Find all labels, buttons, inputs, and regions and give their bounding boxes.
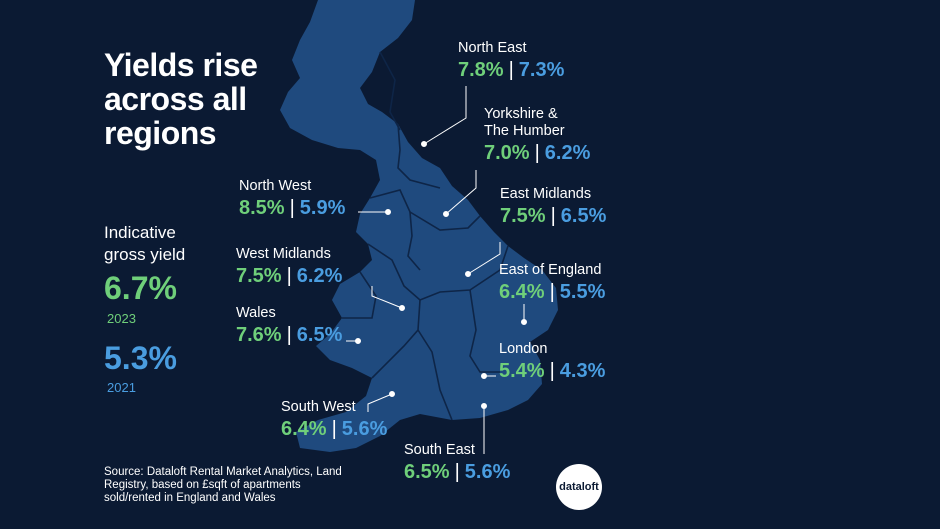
leader-east-of-england [521, 304, 527, 325]
leader-london [481, 373, 496, 379]
yield-2021: 6.5% [296, 324, 343, 346]
yield-2021: 5.6% [464, 461, 511, 483]
region-yorkshire-humber: Yorkshire & The Humber 7.0% | 6.2% [484, 106, 590, 166]
leader-west-midlands [371, 286, 405, 311]
region-wales: Wales 7.6% | 6.5% [236, 305, 342, 348]
leader-wales [346, 338, 361, 344]
legend-value-2021: 5.3% [104, 340, 177, 376]
yield-2021: 6.2% [544, 142, 591, 164]
region-name: South East [404, 442, 475, 458]
region-name: North West [239, 178, 312, 194]
yield-2023: 6.4% [281, 418, 327, 440]
leader-south-west [367, 391, 395, 412]
separator: | [549, 281, 555, 303]
yield-2021: 5.9% [299, 197, 346, 219]
great-britain-landmass [280, 0, 558, 452]
legend-value-2023: 6.7% [104, 270, 177, 306]
yield-2023: 5.4% [499, 360, 545, 382]
legend-year-2023: 2023 [107, 311, 136, 326]
region-south-west: South West 6.4% | 5.6% [281, 399, 387, 442]
separator: | [289, 197, 295, 219]
leader-east-midlands [465, 242, 501, 277]
region-name: Wales [236, 305, 276, 321]
leader-south-east [481, 403, 487, 454]
region-north-west: North West 8.5% | 5.9% [239, 178, 345, 221]
yield-2023: 7.0% [484, 142, 530, 164]
yield-2023: 7.8% [458, 59, 504, 81]
region-west-midlands: West Midlands 7.5% | 6.2% [236, 246, 342, 289]
yield-2021: 7.3% [518, 59, 565, 81]
region-name: Yorkshire & The Humber [484, 106, 565, 139]
yield-2021: 5.6% [341, 418, 388, 440]
logo-text: dataloft [559, 481, 599, 493]
legend-year-2021: 2021 [107, 380, 136, 395]
yield-2023: 7.5% [236, 265, 282, 287]
region-north-east: North East 7.8% | 7.3% [458, 40, 564, 83]
page-title: Yields rise across all regions [104, 47, 258, 151]
region-name: West Midlands [236, 246, 331, 262]
region-south-east: South East 6.5% | 5.6% [404, 442, 510, 485]
region-name: London [499, 341, 548, 357]
separator: | [508, 59, 514, 81]
region-london: London 5.4% | 4.3% [499, 341, 605, 384]
yield-2023: 7.6% [236, 324, 282, 346]
leader-yorkshire [443, 170, 477, 217]
yield-2021: 4.3% [559, 360, 606, 382]
yield-2023: 6.4% [499, 281, 545, 303]
yield-2023: 7.5% [500, 205, 546, 227]
separator: | [454, 461, 460, 483]
region-name: East of England [499, 262, 602, 278]
separator: | [286, 265, 292, 287]
separator: | [331, 418, 337, 440]
source-note: Source: Dataloft Rental Market Analytics… [104, 466, 342, 504]
region-name: North East [458, 40, 527, 56]
leader-north-west [358, 209, 391, 215]
region-name: East Midlands [500, 186, 592, 202]
separator: | [550, 205, 556, 227]
yield-2021: 6.2% [296, 265, 343, 287]
region-name: South West [281, 399, 356, 415]
separator: | [549, 360, 555, 382]
yield-2021: 6.5% [560, 205, 607, 227]
separator: | [286, 324, 292, 346]
yield-2023: 6.5% [404, 461, 450, 483]
separator: | [534, 142, 540, 164]
yield-2023: 8.5% [239, 197, 285, 219]
region-east-midlands: East Midlands 7.5% | 6.5% [500, 186, 606, 229]
legend-label: Indicative gross yield [104, 223, 186, 264]
yield-2021: 5.5% [559, 281, 606, 303]
region-east-of-england: East of England 6.4% | 5.5% [499, 262, 605, 305]
region-borders [342, 51, 509, 421]
leader-north-east [421, 86, 467, 147]
dataloft-logo: dataloft [556, 464, 602, 510]
